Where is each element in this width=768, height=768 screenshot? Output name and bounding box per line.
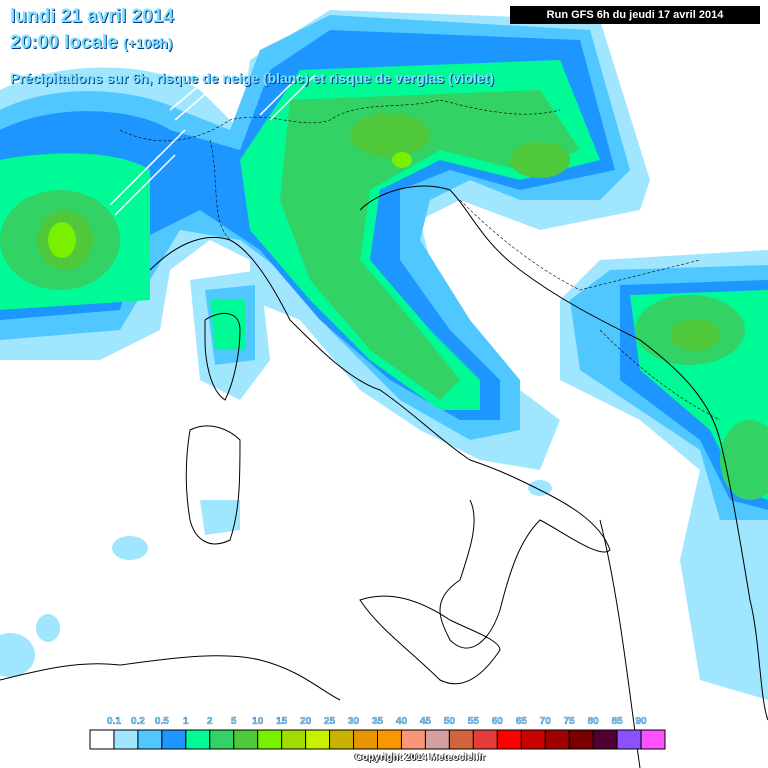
- legend-swatch: [377, 729, 402, 750]
- legend-swatch: [640, 729, 666, 750]
- legend-swatch: [161, 729, 187, 750]
- legend-label: 20: [300, 716, 312, 727]
- legend-label: 0.5: [155, 716, 169, 727]
- legend-label: 5: [231, 716, 237, 727]
- date: lundi 21 avril 2014: [10, 6, 174, 27]
- lead-time: (+108h): [123, 35, 173, 51]
- legend: 0.1 0.2 0.5 1 2 5 10 15 20 25 30 35 40 45 50 55 60 65 70 75…: [89, 716, 666, 750]
- copyright: Copyright 2014 Meteociel.fr: [354, 752, 486, 763]
- snow-hatch: [109, 74, 316, 216]
- legend-swatch: [544, 729, 570, 750]
- legend-label: 75: [564, 716, 576, 727]
- legend-swatch: [233, 729, 259, 750]
- legend-swatch: [400, 729, 426, 750]
- legend-label: 60: [492, 716, 504, 727]
- run-info: Run GFS 6h du jeudi 17 avril 2014: [510, 6, 760, 24]
- legend-label: 50: [444, 716, 456, 727]
- legend-label: 30: [348, 716, 360, 727]
- legend-label: 2: [207, 716, 213, 727]
- legend-swatch: [89, 729, 115, 750]
- legend-swatch: [353, 729, 378, 750]
- legend-label: 55: [468, 716, 480, 727]
- legend-label: 45: [420, 716, 432, 727]
- legend-swatch: [592, 729, 618, 750]
- legend-swatch: [305, 729, 331, 750]
- legend-swatch: [185, 729, 211, 750]
- legend-swatch: [568, 729, 594, 750]
- time: 20:00 locale (+108h): [10, 32, 172, 54]
- legend-label: 0.1: [107, 716, 121, 727]
- legend-label: 15: [276, 716, 288, 727]
- legend-label: 80: [588, 716, 600, 727]
- legend-label: 25: [324, 716, 336, 727]
- legend-swatch: [616, 729, 642, 750]
- legend-swatch: [137, 729, 163, 750]
- legend-label: 1: [183, 716, 189, 727]
- legend-label: 70: [540, 716, 552, 727]
- legend-swatch: [113, 729, 139, 750]
- legend-swatch: [472, 729, 498, 750]
- legend-swatch: [281, 729, 307, 750]
- time-text: 20:00 locale: [10, 32, 118, 53]
- subtitle: Précipitations sur 6h, risque de neige (…: [10, 70, 494, 86]
- legend-swatch: [209, 729, 235, 750]
- legend-swatch: [257, 729, 283, 750]
- legend-swatch: [520, 729, 546, 750]
- legend-swatch: [424, 729, 450, 750]
- legend-swatch: [496, 729, 522, 750]
- legend-label: 65: [516, 716, 528, 727]
- borders: [119, 99, 721, 421]
- legend-label: 90: [635, 716, 647, 727]
- legend-label: 40: [396, 716, 408, 727]
- legend-swatch: [329, 729, 355, 750]
- precip-bright: [48, 152, 412, 258]
- legend-label: 10: [252, 716, 264, 727]
- legend-label: 35: [372, 716, 384, 727]
- legend-swatch: [448, 729, 474, 750]
- legend-label: 0.2: [131, 716, 145, 727]
- legend-label: 85: [612, 716, 624, 727]
